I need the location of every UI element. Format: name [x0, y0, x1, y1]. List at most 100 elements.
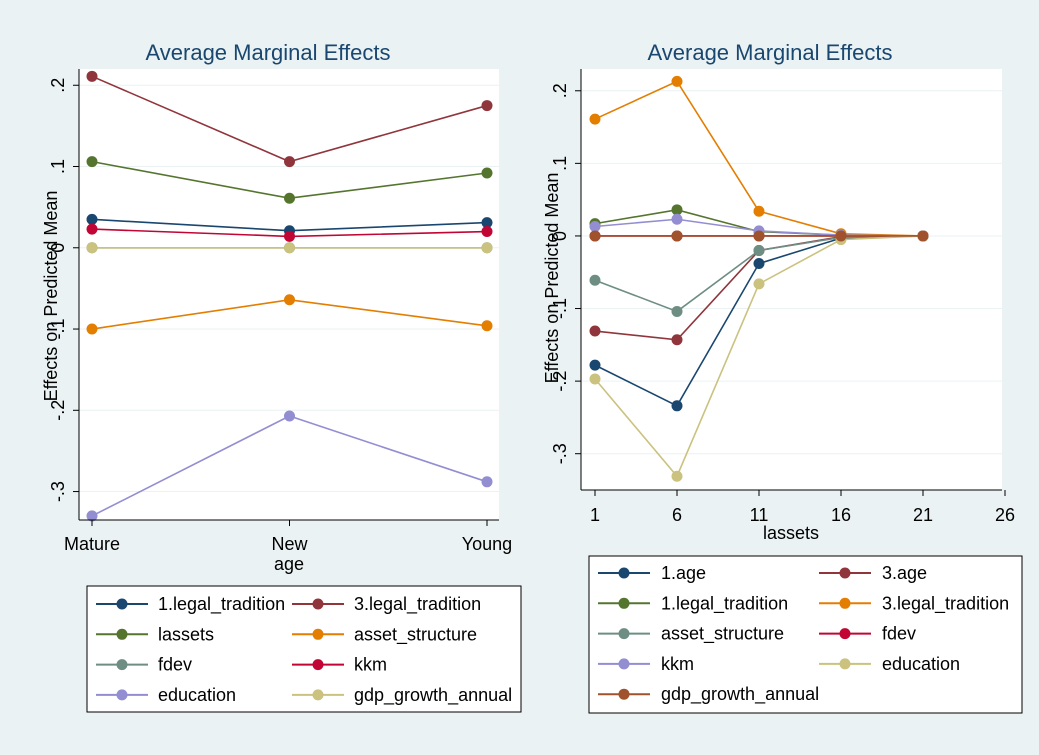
left-point-kkm	[284, 230, 295, 242]
right-legend-marker-kkm	[618, 658, 630, 670]
left-point-education	[284, 410, 295, 422]
left-series-points	[86, 70, 493, 522]
right-point-3-age	[671, 334, 683, 346]
left-point-kkm	[481, 226, 493, 238]
right-point-1-age	[589, 359, 601, 371]
right-point-asset-structure	[671, 305, 683, 317]
left-y-tick-label: -.1	[48, 319, 68, 340]
left-x-tick-label-mature: Mature	[64, 534, 120, 554]
right-point-gdp-growth-annual	[835, 230, 847, 242]
right-legend-label-3-legal-tradition: 3.legal_tradition	[882, 593, 1009, 614]
right-point-gdp-growth-annual	[917, 230, 929, 242]
right-plot-area	[581, 69, 1002, 490]
left-point-lassets	[86, 156, 98, 168]
right-chart-panel: .2.10-.1-.2-.31 6 11 16 21 26 Average Margina…	[542, 40, 1023, 714]
right-point-education	[671, 470, 683, 482]
right-x-tick-label-26: 26	[995, 505, 1015, 525]
left-point-1-legal-tradition	[86, 213, 98, 225]
left-point-gdp-growth-annual	[481, 242, 493, 254]
left-legend-entries: 1.legal_tradition 3.legal_traditionlasset…	[96, 594, 512, 706]
right-point-education	[589, 373, 601, 385]
right-legend-entries: 1.age 3.age 1.legal_tradition 3.legal_tradi…	[598, 563, 1009, 705]
left-point-asset-structure	[481, 320, 493, 332]
left-point-asset-structure	[284, 294, 295, 306]
left-axes	[73, 69, 499, 526]
right-legend-label-gdp-growth-annual: gdp_growth_annual	[661, 684, 819, 705]
left-tick-labels: .2 .1 0 -.1 -.2 -.3 Mature New Young	[48, 78, 512, 554]
left-x-axis-label: age	[274, 554, 304, 574]
right-point-gdp-growth-annual	[671, 230, 683, 242]
left-legend-label-kkm: kkm	[354, 655, 387, 675]
left-y-tick-label: -.2	[48, 400, 68, 421]
right-y-tick-label: 0	[550, 231, 570, 241]
left-legend-label-lassets: lassets	[158, 624, 214, 644]
right-legend-marker-1-legal-tradition	[618, 597, 630, 609]
left-point-gdp-growth-annual	[86, 242, 98, 254]
right-x-axis-label: lassets	[763, 523, 819, 543]
left-x-tick-label-young: Young	[462, 534, 512, 554]
right-x-tick-label-1: 1	[590, 505, 600, 525]
left-y-tick-label: .1	[48, 159, 68, 174]
right-legend-marker-education	[839, 658, 851, 670]
left-x-tick-label-new: New	[271, 534, 308, 554]
left-legend-marker-lassets	[116, 628, 128, 640]
left-legend-marker-fdev	[116, 659, 128, 671]
right-legend-label-asset-structure: asset_structure	[661, 624, 784, 645]
right-point-3-legal-tradition	[589, 113, 601, 125]
left-point-3-legal-tradition	[284, 156, 295, 168]
left-point-lassets	[284, 192, 295, 204]
right-legend-marker-1-age	[618, 567, 630, 579]
left-chart-panel: .2 .1 0 -.1 -.2 -.3 Mature New Young Average Mar…	[41, 40, 522, 713]
right-point-asset-structure	[753, 244, 765, 256]
left-legend-label-fdev: fdev	[158, 655, 192, 675]
right-point-3-legal-tradition	[671, 75, 683, 87]
right-y-tick-label: -.3	[550, 443, 570, 464]
left-legend-label-3-legal-tradition: 3.legal_tradition	[354, 594, 481, 615]
right-legend-marker-fdev	[839, 628, 851, 640]
left-point-kkm	[86, 223, 98, 235]
left-legend	[86, 585, 522, 713]
right-legend-label-3-age: 3.age	[882, 563, 927, 583]
right-series-points	[589, 75, 929, 482]
left-point-gdp-growth-annual	[284, 242, 295, 254]
right-tick-labels: .2.10-.1-.2-.31 6 11 16 21 26	[550, 83, 1015, 525]
right-x-tick-label-6: 6	[672, 505, 682, 525]
left-chart-title: Average Marginal Effects	[146, 40, 391, 65]
right-point-education	[753, 278, 765, 290]
right-y-tick-label: -.2	[550, 371, 570, 392]
right-point-kkm	[671, 213, 683, 225]
right-legend-label-education: education	[882, 654, 960, 674]
left-y-tick-label: 0	[48, 243, 68, 253]
right-point-gdp-growth-annual	[753, 230, 765, 242]
left-legend-label-gdp-growth-annual: gdp_growth_annual	[354, 685, 512, 706]
right-legend-label-1-age: 1.age	[661, 563, 706, 583]
right-point-asset-structure	[589, 274, 601, 286]
right-y-tick-label: -.1	[550, 298, 570, 319]
right-legend-marker-gdp-growth-annual	[618, 688, 630, 700]
left-point-1-legal-tradition	[481, 217, 493, 229]
left-y-tick-label: .2	[48, 78, 68, 93]
left-legend-marker-education	[116, 689, 128, 701]
left-legend-marker-gdp-growth-annual	[312, 689, 324, 701]
right-y-axis-label: Effects on Predicted Mean	[542, 173, 562, 384]
right-x-tick-label-21: 21	[913, 505, 933, 525]
right-y-tick-label: .1	[550, 156, 570, 171]
left-legend-label-1-legal-tradition: 1.legal_tradition	[158, 594, 285, 615]
right-legend-label-kkm: kkm	[661, 654, 694, 674]
right-point-1-age	[671, 400, 683, 412]
left-legend-marker-1-legal-tradition	[116, 598, 128, 610]
right-legend-marker-3-age	[839, 567, 851, 579]
left-point-asset-structure	[86, 323, 98, 335]
right-x-tick-label-11: 11	[750, 505, 769, 525]
right-point-3-legal-tradition	[753, 205, 765, 217]
right-legend-label-fdev: fdev	[882, 624, 916, 644]
left-point-education	[86, 510, 98, 522]
right-axes	[575, 69, 1006, 496]
left-point-3-legal-tradition	[86, 70, 98, 82]
left-y-axis-label: Effects on Predicted Mean	[41, 191, 61, 402]
left-point-education	[481, 476, 493, 488]
left-legend-label-asset-structure: asset_structure	[354, 624, 477, 645]
right-x-tick-label-16: 16	[831, 505, 851, 525]
right-y-tick-label: .2	[550, 83, 570, 98]
left-legend-marker-kkm	[312, 659, 324, 671]
